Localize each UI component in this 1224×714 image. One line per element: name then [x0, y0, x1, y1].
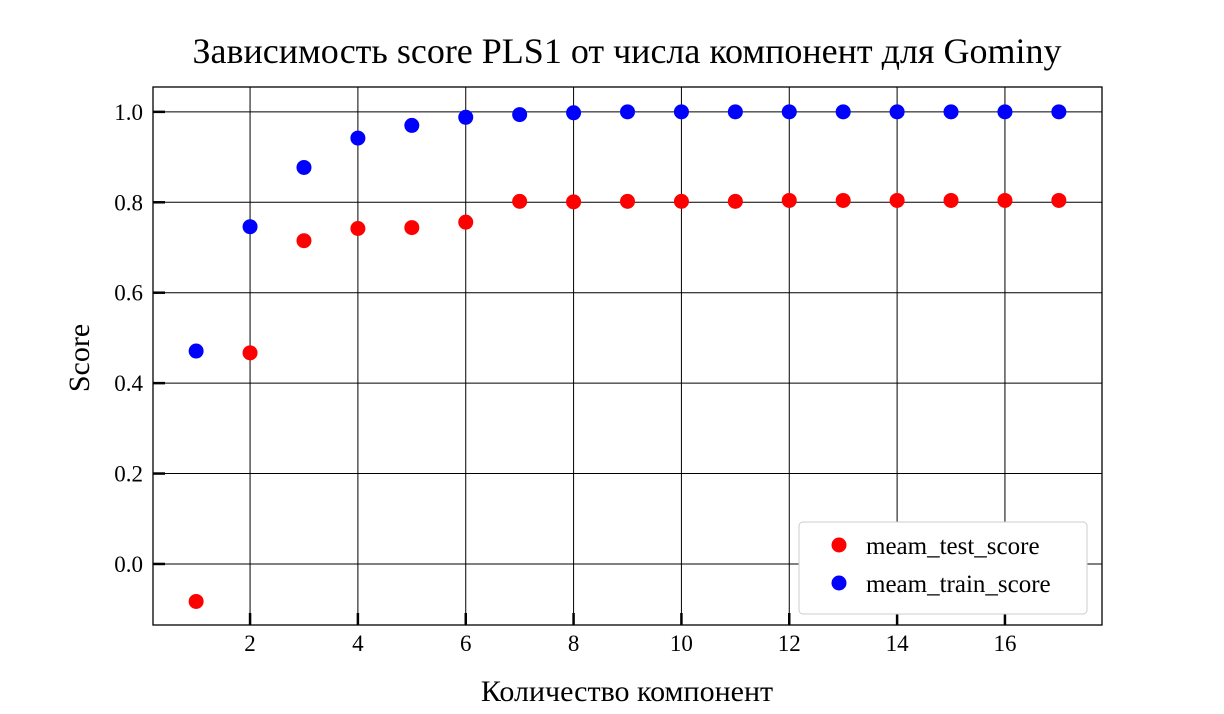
chart-title: Зависимость score PLS1 от числа компонен… — [193, 31, 1062, 71]
axis-ticks: 2 4 6 8 10 12 14 16 0.0 0.2 0.4 0.6 0.8 1.0 — [114, 100, 1016, 656]
test-score-point — [566, 194, 582, 210]
train-score-point — [296, 159, 312, 175]
x-tick-label: 12 — [778, 631, 801, 656]
legend-label-test: meam_test_score — [866, 533, 1040, 560]
y-tick-label: 0.8 — [114, 190, 143, 215]
test-score-point — [188, 593, 204, 609]
test-score-point — [458, 214, 474, 230]
x-axis-label: Количество компонент — [481, 675, 773, 708]
x-tick-label: 16 — [993, 631, 1016, 656]
train-score-point — [943, 104, 959, 120]
plot-area — [152, 86, 1103, 626]
train-score-point — [404, 117, 420, 133]
test-score-point — [296, 233, 312, 249]
legend-label-train: meam_train_score — [866, 571, 1051, 598]
train-score-point — [1051, 104, 1067, 120]
y-axis-label: Score — [63, 324, 96, 392]
test-score-point — [781, 192, 797, 208]
y-tick-label: 0.0 — [114, 552, 143, 577]
train-score-point — [188, 343, 204, 359]
legend-box — [798, 521, 1088, 615]
legend-marker-test — [831, 537, 847, 553]
test-score-point — [727, 193, 743, 209]
x-tick-label: 10 — [670, 631, 693, 656]
train-score-point — [997, 104, 1013, 120]
test-score-point — [620, 193, 635, 209]
train-score-point — [620, 104, 635, 120]
test-score-point — [997, 192, 1013, 208]
y-tick-label: 0.4 — [114, 371, 143, 396]
x-tick-label: 2 — [244, 631, 256, 656]
train-score-point — [566, 105, 582, 121]
train-score-point — [835, 104, 851, 120]
train-score-point — [350, 130, 366, 146]
y-tick-label: 1.0 — [114, 100, 143, 125]
test-score-point — [242, 345, 258, 361]
train-score-point — [781, 104, 797, 120]
train-score-point — [512, 107, 528, 123]
test-score-point — [1051, 192, 1067, 208]
train-score-point — [242, 219, 258, 235]
test-score-point — [350, 221, 366, 237]
train-score-point — [458, 109, 474, 125]
test-score-point — [512, 193, 528, 209]
legend-marker-train — [831, 575, 847, 591]
x-tick-label: 6 — [460, 631, 472, 656]
test-score-point — [943, 192, 959, 208]
train-score-point — [727, 104, 743, 120]
test-score-point — [889, 192, 905, 208]
test-score-point — [404, 220, 420, 236]
legend: meam_test_score meam_train_score — [798, 521, 1088, 615]
x-tick-label: 14 — [886, 631, 910, 656]
y-tick-label: 0.6 — [114, 281, 143, 306]
train-score-point — [889, 104, 905, 120]
train-score-point — [673, 104, 689, 120]
test-score-point — [673, 193, 689, 209]
x-tick-label: 8 — [568, 631, 580, 656]
test-score-point — [835, 192, 851, 208]
x-tick-label: 4 — [352, 631, 364, 656]
data-points — [188, 104, 1067, 609]
y-tick-label: 0.2 — [114, 462, 143, 487]
